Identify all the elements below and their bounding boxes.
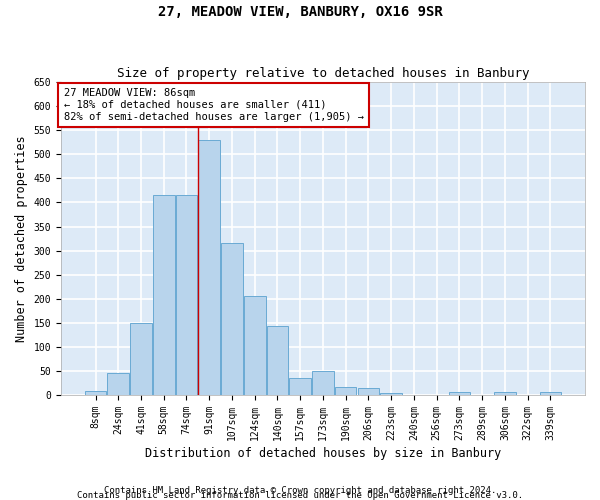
Bar bbox=[244, 296, 266, 395]
Bar bbox=[494, 392, 515, 395]
Bar bbox=[539, 392, 561, 395]
Bar bbox=[449, 392, 470, 395]
Text: 27, MEADOW VIEW, BANBURY, OX16 9SR: 27, MEADOW VIEW, BANBURY, OX16 9SR bbox=[158, 5, 442, 19]
X-axis label: Distribution of detached houses by size in Banbury: Distribution of detached houses by size … bbox=[145, 447, 501, 460]
Bar bbox=[335, 387, 356, 395]
Bar bbox=[221, 244, 243, 395]
Bar bbox=[176, 195, 197, 395]
Bar bbox=[358, 388, 379, 395]
Bar bbox=[199, 140, 220, 395]
Text: 27 MEADOW VIEW: 86sqm
← 18% of detached houses are smaller (411)
82% of semi-det: 27 MEADOW VIEW: 86sqm ← 18% of detached … bbox=[64, 88, 364, 122]
Bar bbox=[289, 378, 311, 395]
Bar bbox=[107, 374, 129, 395]
Bar bbox=[380, 392, 402, 395]
Text: Contains public sector information licensed under the Open Government Licence v3: Contains public sector information licen… bbox=[77, 491, 523, 500]
Bar bbox=[266, 326, 288, 395]
Bar bbox=[312, 371, 334, 395]
Y-axis label: Number of detached properties: Number of detached properties bbox=[15, 136, 28, 342]
Bar bbox=[130, 323, 152, 395]
Text: Contains HM Land Registry data © Crown copyright and database right 2024.: Contains HM Land Registry data © Crown c… bbox=[104, 486, 496, 495]
Bar bbox=[85, 391, 106, 395]
Title: Size of property relative to detached houses in Banbury: Size of property relative to detached ho… bbox=[117, 66, 529, 80]
Bar bbox=[153, 195, 175, 395]
